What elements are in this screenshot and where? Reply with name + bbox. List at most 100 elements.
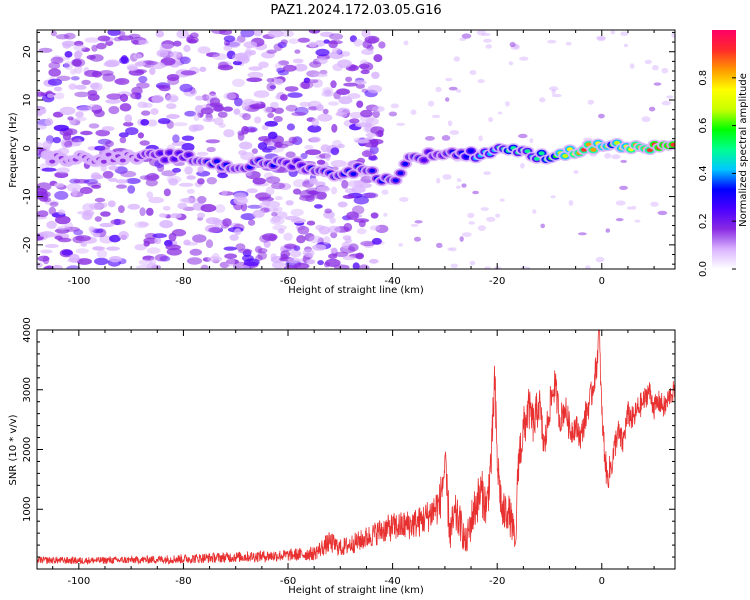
y-tick-label: 1000 (22, 497, 33, 522)
spectrogram-blob (267, 112, 274, 118)
spectrogram-blob (364, 192, 379, 199)
spectrogram-blob (84, 37, 100, 43)
spectrogram-blob (238, 248, 253, 254)
spectrogram-blob (539, 97, 546, 103)
spectrogram-blob (157, 118, 171, 124)
spectrogram-blob (333, 91, 341, 100)
spectrogram-blob (568, 200, 574, 206)
spectrogram-blob (308, 235, 323, 244)
spectrogram-blob (189, 248, 202, 256)
x-tick-label: -40 (384, 276, 400, 287)
spectrogram-blob (274, 196, 283, 201)
spectrogram-blob (177, 202, 188, 210)
spectrogram-blob (585, 265, 591, 269)
spectrogram-blob (532, 209, 537, 214)
spectrogram-blob (369, 138, 384, 145)
spectrogram-blob (300, 152, 308, 160)
spectrogram-blob (205, 217, 220, 225)
spectrogram-blob (371, 237, 382, 245)
spectrogram-blob (328, 253, 338, 259)
spectrogram-blob (518, 133, 528, 139)
spectrogram-blob (223, 106, 233, 112)
spectrogram-blob (53, 124, 69, 132)
spectrogram-blob (360, 240, 376, 247)
x-tick-label: -100 (67, 576, 90, 587)
spectrogram-blob (253, 90, 270, 98)
spectrogram-blob (595, 256, 605, 263)
spectrogram-blob (184, 110, 197, 117)
spectrogram-blob (373, 54, 383, 63)
spectrogram-blob (299, 81, 314, 90)
spectrogram-blob (238, 55, 250, 63)
spectrogram-blob (388, 111, 398, 117)
spectrogram-blob (342, 194, 355, 199)
spectrogram-blob (94, 257, 109, 266)
colorbar-tick-label: 0.4 (698, 165, 709, 181)
spectrogram-blob (184, 166, 193, 175)
spectrogram-blob (595, 36, 606, 40)
spectrogram-blob (107, 177, 118, 182)
spectrogram-blob (37, 106, 47, 116)
spectrogram-blob (369, 225, 381, 231)
spectrogram-blob (261, 124, 269, 131)
spectrogram-blob (322, 236, 331, 245)
spectrogram-blob (233, 196, 248, 206)
spectrogram-blob (330, 80, 337, 89)
spectrogram-blob (550, 195, 556, 199)
spectrogram-blob (252, 209, 265, 218)
spectrogram-blob (96, 42, 107, 50)
spectrogram-blob (354, 139, 370, 144)
spectrogram-blob (620, 159, 628, 163)
spectrogram-blob (347, 93, 361, 99)
spectrogram-blob (208, 227, 221, 233)
spectrogram-blob (57, 209, 66, 215)
spectrogram-blob (345, 76, 353, 83)
spectrogram-blob (309, 61, 322, 68)
spectrogram-blob (399, 197, 409, 202)
spectrogram-blob (100, 211, 111, 217)
spectrogram-blob (242, 265, 250, 269)
spectrogram-blob (436, 177, 441, 184)
spectrogram-blob (68, 137, 80, 143)
spectrogram-blob (197, 166, 204, 173)
spectrogram-blob (95, 129, 110, 137)
spectrogram-blob (361, 48, 374, 56)
spectrogram-blob (114, 78, 130, 85)
spectrogram-blob (88, 226, 95, 233)
spectrogram-blob (436, 242, 443, 249)
spectrogram-blob (284, 86, 299, 92)
spectrogram-blob (262, 200, 271, 206)
spectrogram-blob (149, 257, 156, 266)
spectrogram-blob (319, 31, 335, 38)
spectrogram-blob (193, 112, 200, 121)
spectrogram-blob (355, 122, 368, 128)
spectrogram-blob (73, 44, 86, 51)
spectrogram-blob (316, 104, 324, 112)
spectrogram-blob (74, 65, 83, 74)
spectrogram-blob (171, 229, 187, 237)
spectrogram-blob (277, 228, 285, 234)
spectrogram-blob (497, 111, 503, 115)
spectrogram-blob (269, 85, 276, 90)
spectrogram-blob (166, 74, 180, 81)
spectrogram-blob (83, 210, 95, 217)
spectrogram-ridge-blob (350, 172, 357, 176)
spectrogram-blob (146, 119, 158, 127)
x-tick-label: 0 (599, 276, 605, 287)
spectrogram-blob (197, 196, 207, 204)
spectrogram-blob (258, 136, 272, 142)
spectrogram-blob (161, 40, 175, 49)
spectrogram-blob (149, 67, 156, 76)
spectrogram-blob (272, 224, 288, 231)
spectrogram-blob (299, 101, 311, 107)
spectrogram-blob (107, 200, 116, 208)
spectrogram-blob (467, 212, 475, 218)
spectrogram-blob (356, 100, 364, 108)
spectrogram-blob (91, 174, 104, 180)
spectrogram-blob (573, 170, 579, 174)
spectrogram-blob (114, 166, 128, 175)
spectrogram-blob (335, 251, 349, 257)
spectrogram-blob (327, 225, 341, 234)
spectrogram-blob (172, 122, 188, 127)
